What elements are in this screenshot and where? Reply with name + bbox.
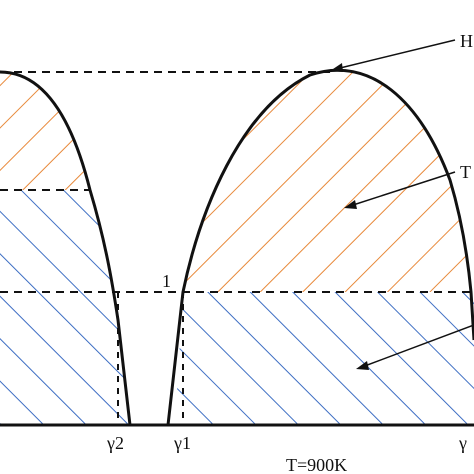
label-gamma-two: γ2	[106, 433, 124, 453]
label-top-right: H	[460, 31, 473, 51]
label-mid-right: T	[460, 162, 471, 182]
label-gamma-one: γ1	[173, 433, 191, 453]
arrow-middle	[344, 171, 456, 209]
right-curve	[166, 68, 474, 426]
label-level-one: 1	[162, 271, 171, 291]
arrow-bottom	[356, 324, 474, 370]
left-curve	[0, 70, 132, 426]
label-gamma-right: γ	[458, 433, 467, 453]
right-lower-blue-hatch	[175, 292, 474, 425]
arrow-top	[330, 39, 456, 72]
label-temperature: T=900K	[286, 455, 347, 474]
